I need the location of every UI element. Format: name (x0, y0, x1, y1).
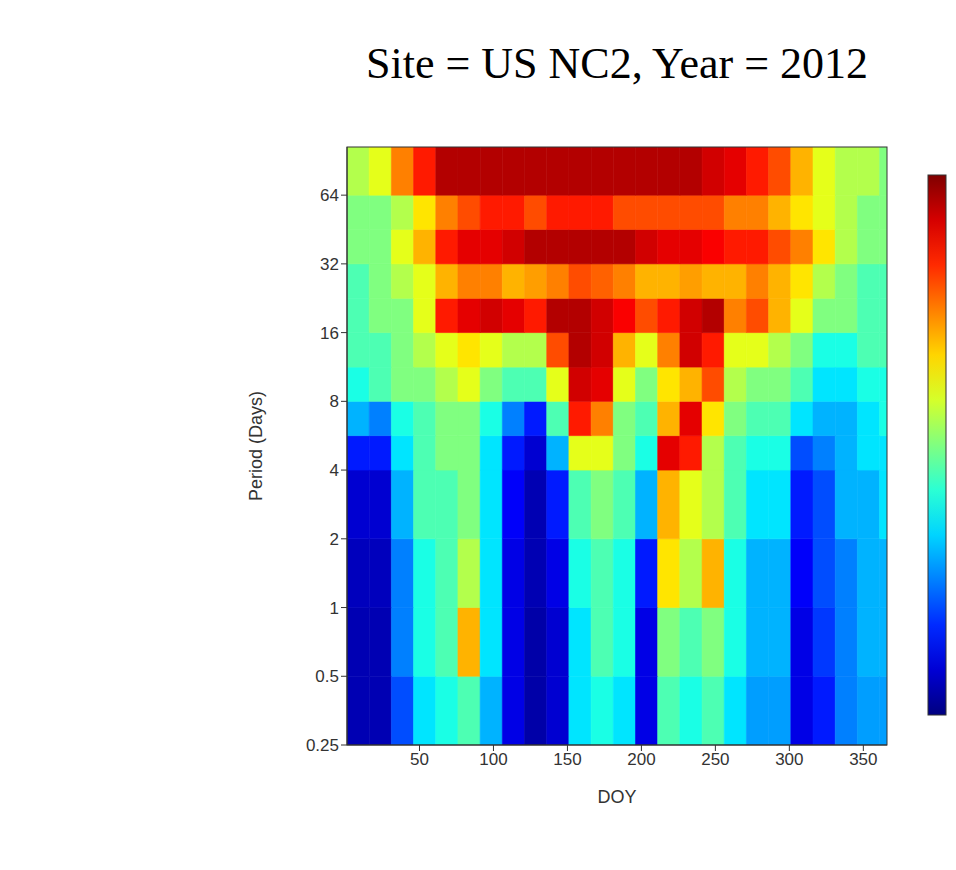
svg-text:32: 32 (320, 255, 339, 274)
svg-text:150: 150 (553, 750, 581, 769)
svg-text:0.25: 0.25 (306, 736, 339, 755)
svg-text:250: 250 (701, 750, 729, 769)
svg-text:4: 4 (330, 461, 339, 480)
svg-text:1: 1 (330, 599, 339, 618)
svg-text:64: 64 (320, 186, 339, 205)
svg-text:8: 8 (330, 392, 339, 411)
svg-text:DOY: DOY (597, 787, 636, 807)
svg-text:2: 2 (330, 530, 339, 549)
svg-text:16: 16 (320, 324, 339, 343)
svg-text:50: 50 (410, 750, 429, 769)
svg-text:Site = US NC2, Year = 2012: Site = US NC2, Year = 2012 (366, 39, 868, 88)
svg-text:350: 350 (849, 750, 877, 769)
svg-text:200: 200 (627, 750, 655, 769)
svg-text:100: 100 (479, 750, 507, 769)
svg-text:Period (Days): Period (Days) (246, 391, 266, 501)
svg-text:300: 300 (775, 750, 803, 769)
svg-text:0.5: 0.5 (315, 667, 339, 686)
